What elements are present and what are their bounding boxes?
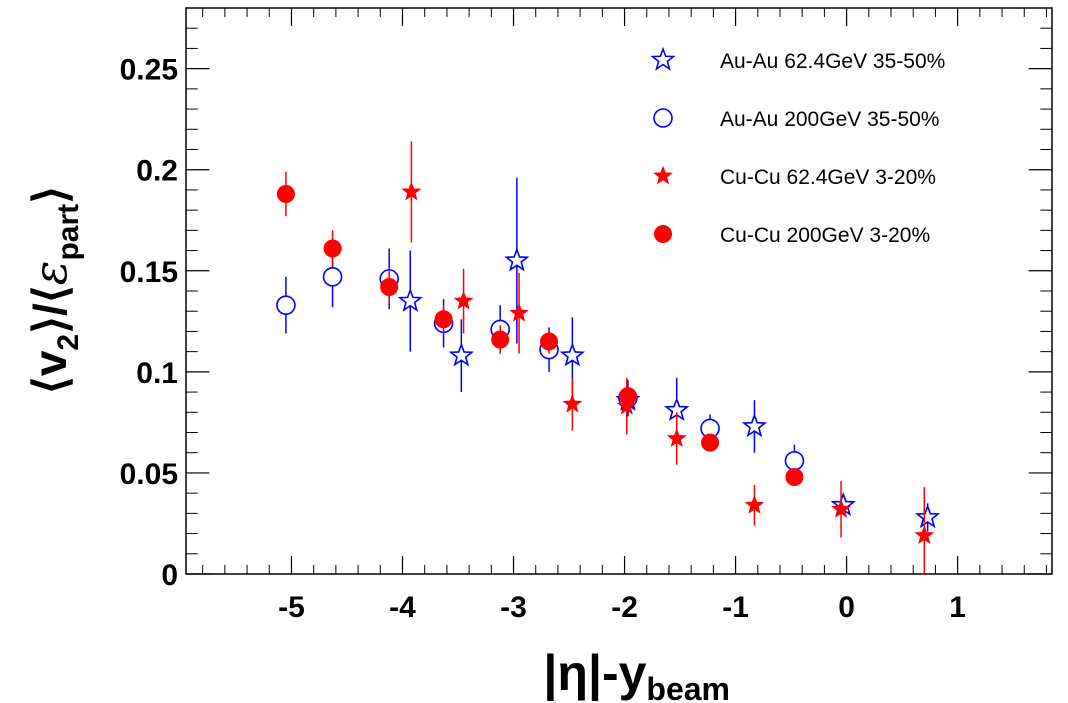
- series-2: [401, 141, 935, 574]
- data-point: [276, 184, 295, 203]
- data-point: [397, 287, 423, 312]
- x-tick-label: -3: [500, 591, 527, 624]
- y-axis-title-eps-sub: part: [52, 204, 85, 261]
- data-point: [914, 525, 935, 545]
- y-axis-title-v-sub: 2: [52, 334, 85, 351]
- y-axis-title-eps: ε: [23, 261, 77, 286]
- x-tick-label: -5: [278, 591, 305, 624]
- data-point: [744, 494, 765, 514]
- series-1: [276, 246, 805, 477]
- data-point: [666, 428, 687, 447]
- x-axis-title-main: |η|-y: [543, 645, 646, 702]
- data-point: [831, 498, 851, 518]
- y-tick-label: 0.05: [120, 458, 178, 491]
- data-point: [741, 413, 768, 438]
- series-3: [276, 171, 804, 486]
- data-point: [322, 267, 343, 287]
- data-point: [401, 181, 422, 201]
- legend-label: Cu-Cu 62.4GeV 3-20%: [720, 166, 936, 189]
- y-axis-title-v: v: [24, 350, 76, 376]
- data-point: [504, 247, 530, 272]
- x-tick-label: 1: [949, 591, 966, 624]
- plot-frame: [185, 7, 1053, 575]
- data-point: [380, 277, 399, 296]
- data-point: [559, 342, 586, 367]
- data-point: [618, 387, 637, 406]
- data-point: [448, 342, 474, 367]
- y-tick-label: 0.2: [136, 155, 178, 188]
- data-point: [491, 330, 510, 349]
- data-point: [540, 332, 559, 351]
- data-point: [785, 467, 804, 486]
- data-point: [562, 393, 583, 413]
- data-point: [276, 295, 296, 315]
- y-tick-label: 0.15: [120, 256, 178, 289]
- legend-marker: [654, 225, 672, 243]
- y-tick-label: 0.25: [120, 54, 178, 87]
- x-tick-label: -4: [389, 591, 416, 624]
- legend-marker: [650, 46, 676, 71]
- legend-label: Au-Au 200GeV 35-50%: [720, 108, 939, 131]
- legend-marker: [653, 165, 673, 185]
- legend: Au-Au 62.4GeV 35-50% Au-Au 200GeV 35-50% C…: [650, 46, 945, 247]
- legend-label: Cu-Cu 200GeV 3-20%: [720, 224, 930, 247]
- data-point: [701, 433, 720, 452]
- x-tick-label: -2: [611, 591, 638, 624]
- data-point: [915, 504, 941, 529]
- x-axis-title-sub: beam: [646, 671, 730, 703]
- x-tick-label: -1: [722, 591, 749, 624]
- legend-label: Au-Au 62.4GeV 35-50%: [720, 50, 945, 73]
- x-tick-label: 0: [838, 591, 855, 624]
- series-layer: [276, 141, 941, 574]
- y-tick-label: 0: [161, 559, 178, 592]
- y-tick-label: 0.1: [136, 357, 178, 390]
- data-point: [509, 302, 529, 322]
- y-axis-title: ⟨v2⟩/⟨εpart⟩: [23, 186, 85, 394]
- data-point: [784, 450, 805, 471]
- data-point: [453, 290, 474, 310]
- data-point: [323, 239, 342, 258]
- legend-marker: [653, 108, 673, 128]
- ticks-layer: -5 -4 -3 -2 -1 0 1 0 0.05 0.1 0.15 0.2 0.25: [120, 8, 1052, 624]
- data-point: [434, 310, 453, 329]
- x-axis-title: |η|-ybeam: [543, 645, 730, 703]
